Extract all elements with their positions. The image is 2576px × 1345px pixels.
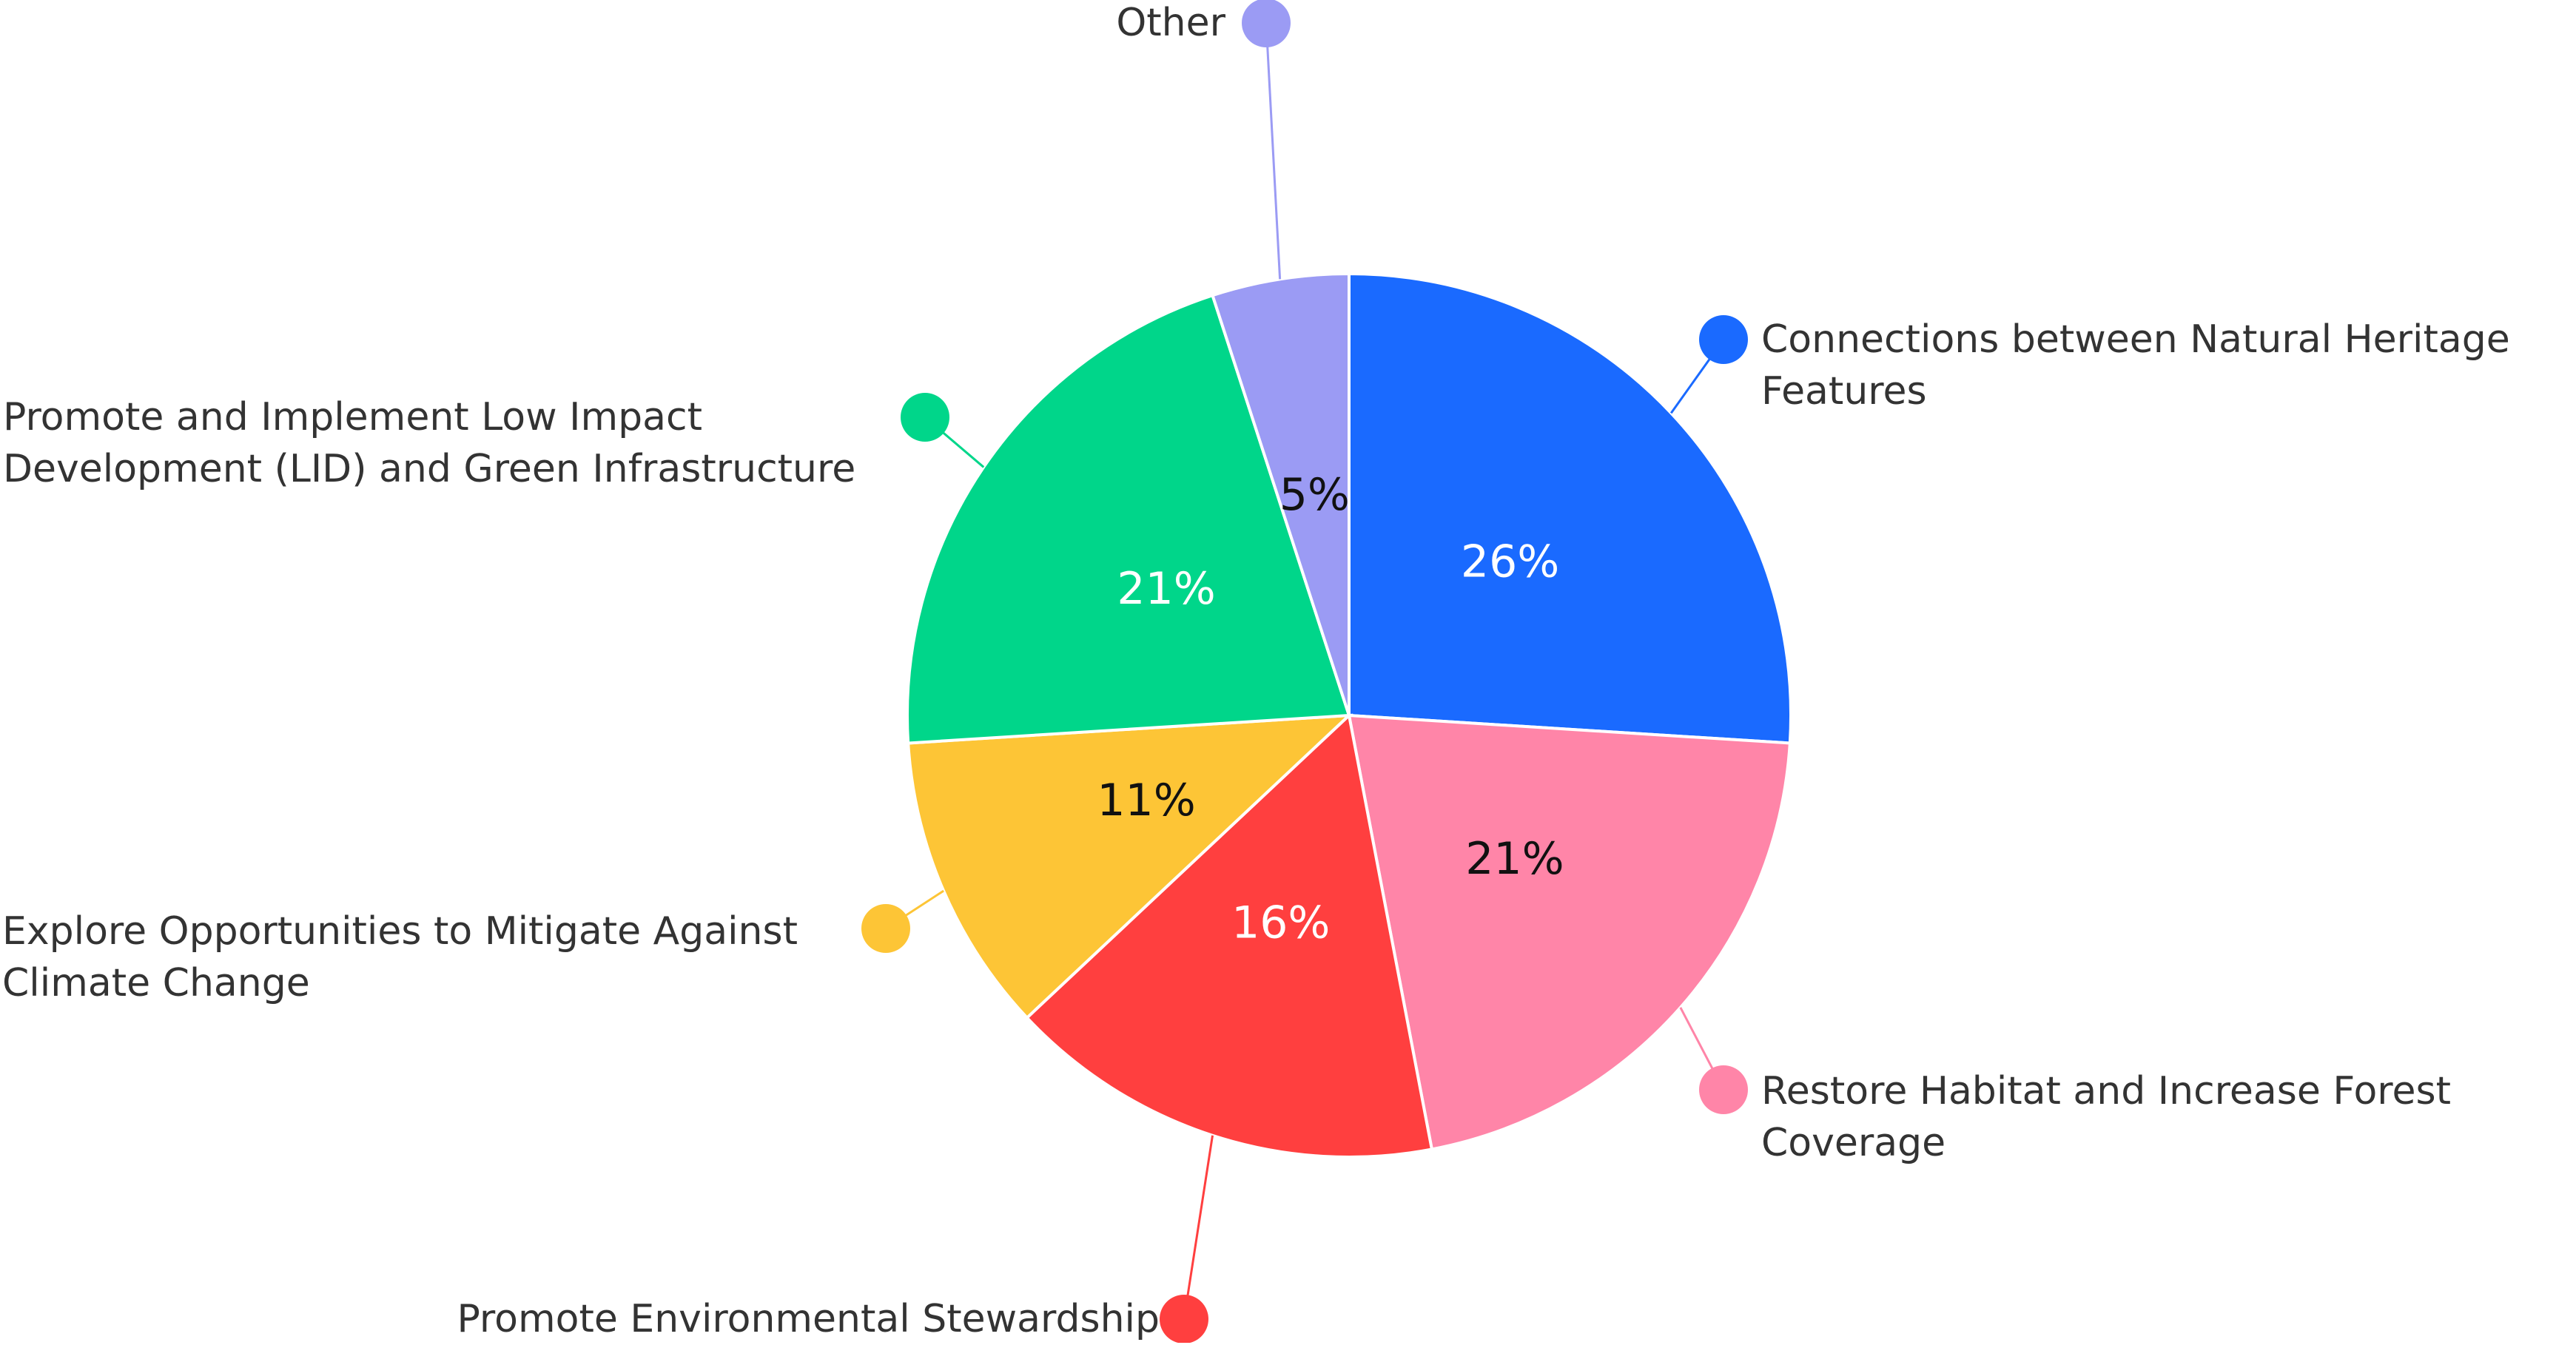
legend-dot — [1699, 315, 1748, 364]
slice-label: Promote Environmental Stewardship — [457, 1297, 1160, 1341]
slice-value-label: 5% — [1279, 469, 1350, 521]
pie-slice — [1347, 713, 1792, 1151]
slice-value-label: 26% — [1461, 536, 1559, 587]
legend-dot — [1160, 1295, 1208, 1343]
legend-dot — [1242, 0, 1291, 47]
pie-slice — [907, 713, 1353, 1020]
leader-line — [1265, 22, 1282, 280]
legend-dot — [901, 393, 949, 442]
slice-label: Connections between Natural Heritage Fea… — [1761, 317, 2510, 414]
slice-value-label: 11% — [1097, 775, 1195, 826]
slice-value-label: 21% — [1465, 833, 1564, 885]
slice-label: Other — [1116, 1, 1225, 45]
slice-label: Promote and Implement Low Impact Develop… — [3, 395, 856, 491]
pie-slice — [1348, 272, 1792, 745]
pie-slice — [1210, 272, 1351, 716]
slice-value-label: 21% — [1117, 563, 1215, 615]
slice-label: Explore Opportunities to Mitigate Agains… — [2, 909, 798, 1005]
slice-label: Restore Habitat and Increase Forest Cove… — [1761, 1069, 2451, 1165]
slice-value-label: 16% — [1231, 897, 1330, 948]
pie-slice — [1024, 712, 1434, 1159]
legend-dot — [1699, 1065, 1748, 1114]
leader-line — [1183, 1135, 1214, 1320]
pie-slice — [906, 293, 1351, 745]
legend-dot — [861, 904, 910, 953]
